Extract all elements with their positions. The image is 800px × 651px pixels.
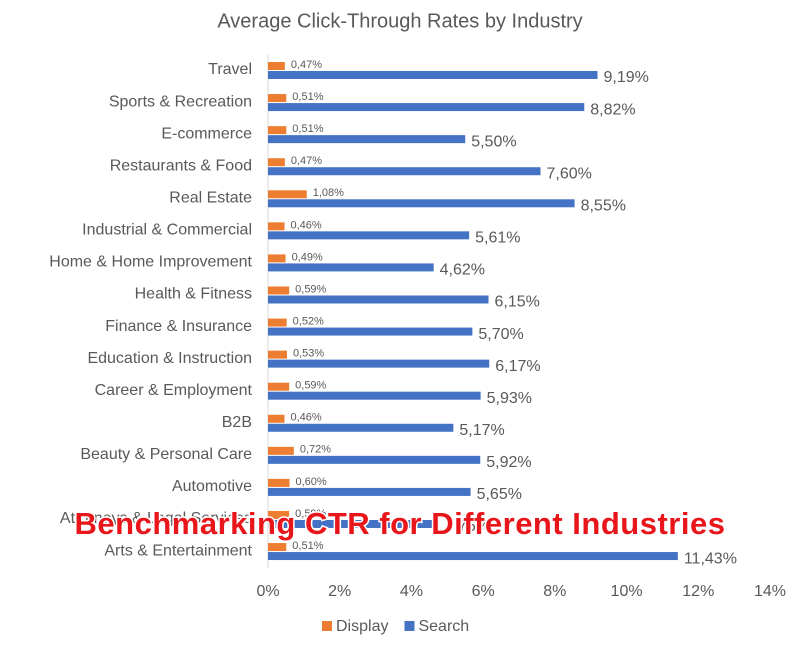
y-tick-label: B2B bbox=[222, 414, 252, 431]
bar bbox=[268, 446, 294, 455]
value-label: 0,53% bbox=[293, 348, 324, 360]
value-label: 5,61% bbox=[475, 230, 520, 247]
x-tick-label: 12% bbox=[682, 583, 714, 600]
value-label: 5,50% bbox=[471, 133, 516, 150]
value-label: 5,65% bbox=[477, 486, 522, 503]
bar bbox=[268, 94, 287, 103]
value-label: 7,60% bbox=[547, 165, 592, 182]
y-tick-label: Automotive bbox=[172, 478, 252, 495]
y-tick-label: Beauty & Personal Care bbox=[80, 446, 252, 463]
value-label: 5,92% bbox=[486, 454, 531, 471]
y-tick-label: E-commerce bbox=[161, 125, 252, 142]
bar bbox=[268, 263, 434, 272]
x-tick-label: 4% bbox=[400, 583, 423, 600]
bar bbox=[268, 199, 575, 208]
value-label: 0,59% bbox=[295, 508, 326, 520]
value-label: 0,46% bbox=[290, 412, 321, 424]
bar bbox=[268, 350, 288, 359]
value-label: 0,51% bbox=[292, 91, 323, 103]
value-label: 6,15% bbox=[495, 294, 540, 311]
legend-label: Search bbox=[418, 618, 469, 635]
y-tick-label: Arts & Entertainment bbox=[104, 542, 252, 559]
value-label: 0,46% bbox=[290, 219, 321, 231]
bar bbox=[268, 414, 285, 423]
chart-title: Average Click-Through Rates by Industry bbox=[217, 10, 582, 32]
bar bbox=[268, 167, 541, 176]
bar bbox=[268, 158, 285, 167]
y-tick-label: Finance & Insurance bbox=[105, 318, 252, 335]
bar bbox=[268, 254, 286, 263]
bar bbox=[268, 359, 490, 368]
bar bbox=[268, 510, 290, 519]
y-tick-label: Restaurants & Food bbox=[110, 157, 252, 174]
legend-swatch bbox=[404, 621, 415, 631]
value-label: 8,82% bbox=[590, 101, 635, 118]
value-label: 0,47% bbox=[291, 155, 322, 167]
y-tick-label: Attorneys & Legal Services bbox=[60, 510, 252, 527]
bar bbox=[268, 190, 307, 199]
bar bbox=[268, 103, 585, 112]
value-label: 0,72% bbox=[300, 444, 331, 456]
y-tick-label: Home & Home Improvement bbox=[49, 254, 252, 271]
bar bbox=[268, 478, 290, 487]
value-label: 4,76% bbox=[445, 518, 490, 535]
value-label: 4,62% bbox=[440, 262, 485, 279]
value-label: 0,51% bbox=[292, 123, 323, 135]
value-label: 0,52% bbox=[293, 315, 324, 327]
bar bbox=[268, 126, 287, 135]
y-tick-label: Education & Instruction bbox=[87, 350, 252, 367]
bar bbox=[268, 71, 598, 79]
value-label: 5,17% bbox=[459, 422, 504, 439]
bar bbox=[268, 295, 489, 304]
bar bbox=[268, 135, 466, 144]
y-tick-label: Sports & Recreation bbox=[109, 93, 252, 110]
y-tick-label: Career & Employment bbox=[95, 382, 253, 399]
value-label: 0,59% bbox=[295, 283, 326, 295]
bar bbox=[268, 519, 439, 528]
value-label: 0,47% bbox=[291, 59, 322, 71]
y-tick-label: Real Estate bbox=[169, 189, 252, 206]
bar bbox=[268, 455, 481, 464]
bar bbox=[268, 318, 287, 327]
y-tick-label: Health & Fitness bbox=[135, 286, 252, 303]
bar bbox=[268, 543, 287, 552]
legend-label: Display bbox=[336, 618, 388, 635]
value-label: 9,19% bbox=[604, 69, 649, 86]
value-label: 6,17% bbox=[495, 358, 540, 375]
x-tick-label: 10% bbox=[611, 583, 643, 600]
value-label: 0,51% bbox=[292, 540, 323, 552]
bar bbox=[268, 391, 481, 400]
bar bbox=[268, 222, 285, 231]
y-tick-label: Industrial & Commercial bbox=[82, 222, 252, 239]
bar bbox=[268, 62, 285, 70]
x-tick-label: 14% bbox=[754, 583, 786, 600]
bar bbox=[268, 552, 678, 561]
bar bbox=[268, 382, 290, 391]
bar bbox=[268, 487, 471, 496]
x-tick-label: 2% bbox=[328, 583, 351, 600]
x-tick-label: 6% bbox=[472, 583, 495, 600]
legend-swatch bbox=[322, 621, 332, 631]
bar bbox=[268, 327, 473, 336]
y-tick-label: Travel bbox=[208, 61, 252, 78]
value-label: 5,70% bbox=[478, 326, 523, 343]
bar bbox=[268, 286, 290, 295]
bar bbox=[268, 231, 470, 240]
value-label: 5,93% bbox=[487, 390, 532, 407]
value-label: 8,55% bbox=[581, 197, 626, 214]
x-tick-label: 8% bbox=[543, 583, 566, 600]
value-label: 11,43% bbox=[684, 550, 737, 567]
overlay-caption: Benchmarking CTR for Different Industrie… bbox=[75, 506, 726, 541]
value-label: 0,59% bbox=[295, 380, 326, 392]
value-label: 0,49% bbox=[292, 251, 323, 263]
value-label: 1,08% bbox=[313, 187, 344, 199]
bar bbox=[268, 423, 454, 432]
value-label: 0,60% bbox=[296, 476, 327, 488]
x-tick-label: 0% bbox=[256, 583, 279, 600]
